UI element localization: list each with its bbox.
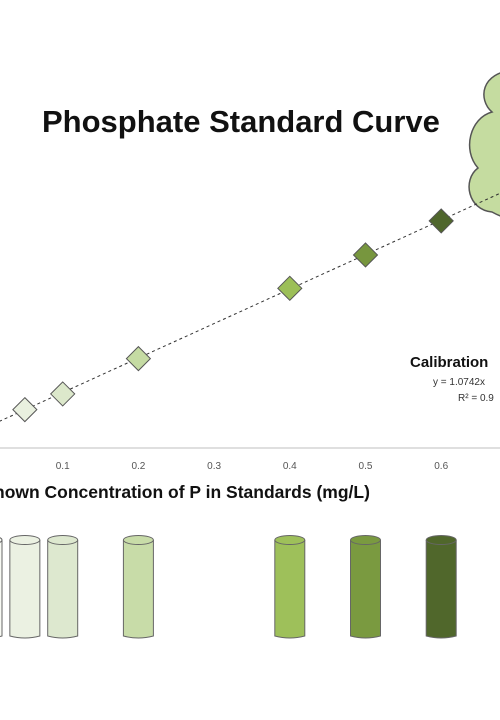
- data-point-5: [352, 242, 379, 268]
- x-tick-label-2: 0.3: [207, 461, 221, 472]
- x-tick-label-5: 0.6: [434, 461, 448, 472]
- test-tube-5: [350, 535, 381, 639]
- data-point-1: [12, 396, 38, 423]
- test-tube-6: [425, 535, 457, 639]
- test-tube-body-6: [425, 540, 457, 639]
- test-tube-body-2: [47, 540, 79, 639]
- test-tube-rim-1: [9, 535, 41, 545]
- test-tube-1: [9, 535, 41, 639]
- x-axis-label: nown Concentration of P in Standards (mg…: [0, 482, 370, 502]
- test-tubes: [0, 535, 457, 639]
- calibration-r-squared: R² = 0.9: [458, 393, 494, 404]
- calibration-label: Calibration: [410, 354, 489, 371]
- test-tube-rim-0: [0, 537, 3, 543]
- test-tube-body-3: [122, 540, 154, 639]
- test-tube-body-0: [0, 540, 3, 637]
- test-tube-rim-5: [350, 535, 381, 545]
- test-tube-body-1: [9, 540, 41, 639]
- x-tick-label-0: 0.1: [56, 461, 70, 472]
- data-point-3: [125, 345, 152, 372]
- x-tick-label-4: 0.5: [359, 461, 373, 472]
- test-tube-rim-6: [425, 535, 457, 545]
- cloud-shape: [468, 72, 500, 217]
- calibration-equation: y = 1.0742x: [433, 377, 485, 388]
- test-tube-rim-4: [274, 535, 306, 545]
- cloud-decoration: [468, 72, 500, 217]
- data-points: [12, 208, 454, 423]
- trendline: [0, 192, 500, 422]
- chart-title: Phosphate Standard Curve: [42, 104, 440, 139]
- test-tube-rim-2: [47, 535, 79, 545]
- test-tube-0: [0, 537, 3, 637]
- trendline-path: [0, 192, 500, 422]
- x-tick-label-3: 0.4: [283, 461, 297, 472]
- test-tube-body-5: [350, 540, 381, 639]
- data-point-4: [277, 275, 303, 302]
- x-tick-label-1: 0.2: [131, 461, 145, 472]
- x-axis: 0.1 0.2 0.3 0.4 0.5 0.6: [0, 447, 500, 472]
- test-tube-4: [274, 535, 306, 639]
- data-point-2: [49, 381, 76, 407]
- test-tube-3: [122, 535, 154, 639]
- test-tube-body-4: [274, 540, 306, 639]
- test-tube-2: [47, 535, 79, 639]
- test-tube-rim-3: [122, 535, 154, 545]
- data-point-6: [428, 208, 454, 234]
